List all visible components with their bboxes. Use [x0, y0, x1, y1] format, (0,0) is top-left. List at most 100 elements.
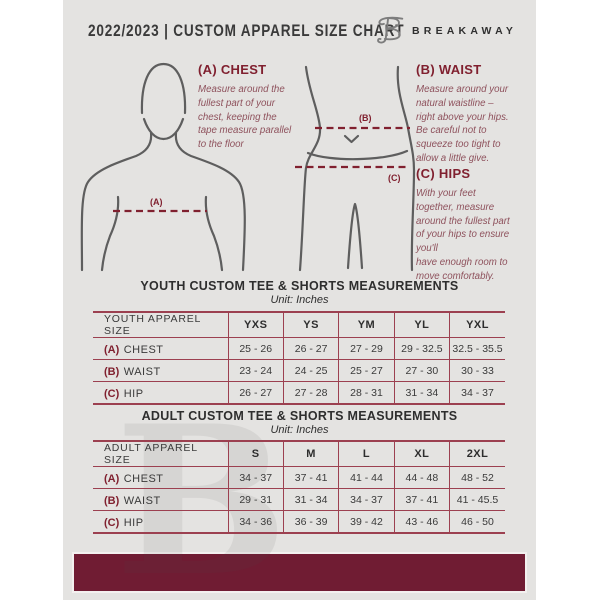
size-column-header: YM — [338, 312, 395, 338]
measurement-cell: 43 - 46 — [393, 510, 450, 533]
table-row: (B) WAIST 23 - 24 24 - 25 25 - 27 27 - 3… — [93, 359, 505, 382]
measure-row-label: (A) CHEST — [93, 466, 228, 489]
waist-description: Measure around your natural waistline – … — [416, 84, 509, 164]
measure-row-label: (B) WAIST — [93, 488, 228, 511]
measurement-cell: 41 - 44 — [338, 466, 395, 489]
measure-name: CHEST — [123, 472, 164, 485]
right-shoulder-arm — [174, 131, 246, 272]
measurement-cell: 26 - 27 — [227, 381, 284, 404]
waistband-curve — [306, 149, 409, 161]
chest-heading: (A) CHEST — [198, 62, 267, 77]
measurement-cell: 48 - 52 — [449, 466, 505, 489]
measurement-cell: 30 - 33 — [449, 359, 505, 382]
size-column-header: XL — [393, 441, 450, 467]
measure-letter: (B) — [104, 365, 120, 378]
measure-name: CHEST — [123, 343, 164, 356]
hips-marker-label: (C) — [388, 173, 401, 183]
measurement-cell: 34 - 37 — [227, 466, 284, 489]
measurement-cell: 27 - 28 — [282, 381, 339, 404]
measurement-cell: 46 - 50 — [449, 510, 505, 533]
measurement-cell: 39 - 42 — [338, 510, 395, 533]
measure-letter: (C) — [104, 516, 120, 529]
measurement-cell: 27 - 30 — [393, 359, 450, 382]
measurement-cell: 23 - 24 — [227, 359, 284, 382]
measurement-cell: 34 - 37 — [449, 381, 505, 404]
measure-letter: (B) — [104, 494, 120, 507]
measurement-cell: 41 - 45.5 — [449, 488, 505, 511]
measure-row-label: (A) CHEST — [93, 337, 228, 360]
measure-letter: (A) — [104, 343, 120, 356]
navel-mark — [343, 134, 360, 144]
size-column-header: YL — [393, 312, 450, 338]
chest-description: Measure around the fullest part of your … — [198, 84, 292, 151]
chin-outline — [142, 117, 185, 141]
measurement-cell: 34 - 36 — [227, 510, 284, 533]
chest-marker-label: (A) — [150, 197, 163, 207]
measure-letter: (A) — [104, 472, 120, 485]
measurement-cell: 29 - 31 — [227, 488, 284, 511]
measurement-cell: 37 - 41 — [282, 466, 339, 489]
size-column-header: S — [227, 441, 284, 467]
measurement-cell: 31 - 34 — [393, 381, 450, 404]
footer-bar — [72, 552, 527, 593]
table-row: (B) WAIST 29 - 31 31 - 34 34 - 37 37 - 4… — [93, 488, 505, 511]
left-shoulder-arm — [80, 131, 153, 272]
measure-row-label: (C) HIP — [93, 381, 228, 404]
adult-size-table: ADULT APPAREL SIZE S M L XL 2XL (A) CHES… — [93, 440, 505, 534]
page-title: 2022/2023 | CUSTOM APPAREL SIZE CHART — [88, 21, 405, 40]
measure-name: WAIST — [123, 365, 161, 378]
youth-table-title: YOUTH CUSTOM TEE & SHORTS MEASUREMENTS — [140, 279, 459, 293]
measurement-cell: 44 - 48 — [393, 466, 450, 489]
table-row: (A) CHEST 25 - 26 26 - 27 27 - 29 29 - 3… — [93, 337, 505, 360]
table-header-row: YOUTH APPAREL SIZE YXS YS YM YL YXL — [93, 312, 505, 338]
measure-letter: (C) — [104, 387, 120, 400]
size-column-header: YXL — [449, 312, 505, 338]
measure-name: WAIST — [123, 494, 161, 507]
adult-table-title: ADULT CUSTOM TEE & SHORTS MEASUREMENTS — [141, 409, 458, 423]
measurement-cell: 25 - 26 — [227, 337, 284, 360]
inner-leg-lines — [346, 202, 364, 270]
right-armpit-line — [204, 195, 224, 272]
size-column-header: YS — [282, 312, 339, 338]
measurement-cell: 34 - 37 — [338, 488, 395, 511]
hips-heading: (C) HIPS — [416, 166, 471, 181]
youth-size-table: YOUTH APPAREL SIZE YXS YS YM YL YXL (A) … — [93, 311, 505, 405]
measure-name: HIP — [123, 387, 144, 400]
waist-heading: (B) WAIST — [416, 62, 482, 77]
table-row: (C) HIP 34 - 36 36 - 39 39 - 42 43 - 46 … — [93, 510, 505, 533]
measurement-cell: 36 - 39 — [282, 510, 339, 533]
measurement-cell: 37 - 41 — [393, 488, 450, 511]
left-body-outline — [298, 65, 322, 272]
adult-size-label: ADULT APPAREL SIZE — [104, 442, 198, 466]
measurement-cell: 24 - 25 — [282, 359, 339, 382]
measurement-cell: 25 - 27 — [338, 359, 395, 382]
measure-row-label: (B) WAIST — [93, 359, 228, 382]
right-body-outline — [396, 65, 416, 272]
head-outline — [140, 62, 187, 115]
table-header-row: ADULT APPAREL SIZE S M L XL 2XL — [93, 441, 505, 467]
logo-bottom-bowl — [383, 27, 401, 41]
youth-table-unit: Unit: Inches — [270, 294, 329, 306]
logo-stem — [377, 17, 390, 44]
breakaway-logo-icon — [377, 16, 404, 44]
page-background: 2022/2023 | CUSTOM APPAREL SIZE CHART BR… — [63, 0, 536, 600]
measurement-cell: 28 - 31 — [338, 381, 395, 404]
youth-size-label: YOUTH APPAREL SIZE — [104, 313, 201, 337]
size-column-header: 2XL — [449, 441, 505, 467]
logo-top-bowl — [386, 17, 400, 30]
measure-name: HIP — [123, 516, 144, 529]
torso-figure: (A) — [80, 62, 246, 272]
table-row: (A) CHEST 34 - 37 37 - 41 41 - 44 44 - 4… — [93, 466, 505, 489]
table-row: (C) HIP 26 - 27 27 - 28 28 - 31 31 - 34 … — [93, 381, 505, 404]
measurement-cell: 31 - 34 — [282, 488, 339, 511]
lower-body-figure: (B) (C) — [295, 65, 416, 272]
size-column-header: YXS — [227, 312, 284, 338]
hips-description: With your feet together, measure around … — [416, 188, 510, 282]
measurement-cell: 29 - 32.5 — [393, 337, 450, 360]
brand-name: BREAKAWAY — [412, 25, 518, 37]
adult-table-unit: Unit: Inches — [270, 424, 329, 436]
measurement-cell: 32.5 - 35.5 — [449, 337, 505, 360]
size-column-header: M — [282, 441, 339, 467]
measure-row-label: (C) HIP — [93, 510, 228, 533]
